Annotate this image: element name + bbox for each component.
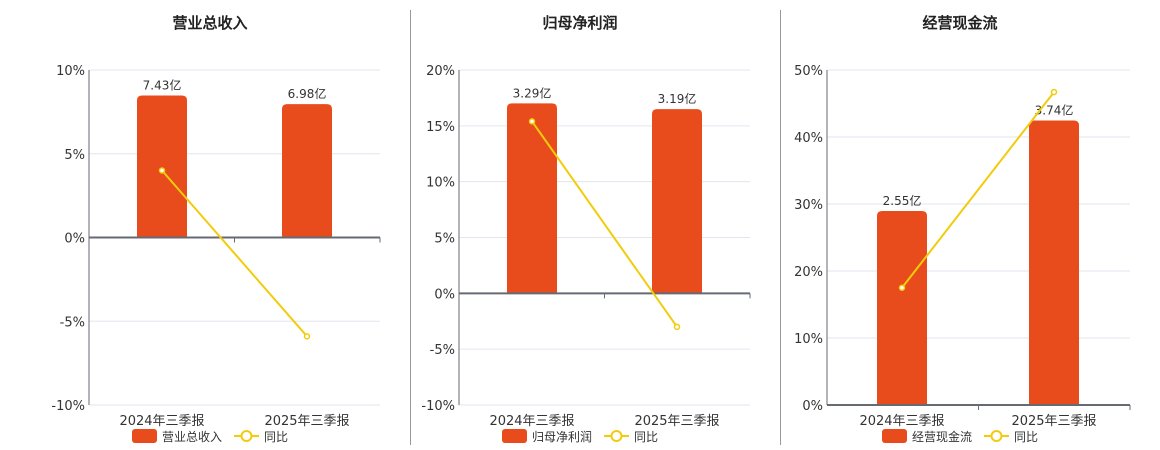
legend-label: 同比	[264, 430, 288, 444]
bar	[282, 104, 332, 238]
bar-data-label: 6.98亿	[288, 86, 327, 101]
line-series-yoy	[531, 120, 678, 328]
y-tick-label: 50%	[794, 64, 823, 79]
chart-title: 经营现金流	[922, 14, 997, 32]
line-point	[673, 323, 681, 331]
chart-2: 归母净利润 20% 15% 10% 5% 0% -5% -10% 3.29亿 3.19亿 2024年…	[421, 14, 751, 444]
divider	[780, 10, 781, 445]
bar-data-label: 2.55亿	[883, 193, 922, 208]
legend-label: 归母净利润	[532, 430, 592, 444]
chart-title: 营业总收入	[172, 14, 247, 32]
legend-bar-swatch	[132, 429, 157, 443]
legend: 营业总收入 同比	[132, 429, 288, 444]
chart-3: 经营现金流 50% 40% 30% 20% 10% 0% 2.55亿 3.74亿 2024年三季报…	[794, 14, 1131, 444]
line-point	[898, 284, 906, 291]
legend: 经营现金流 同比	[882, 429, 1038, 444]
legend-label: 经营现金流	[912, 429, 972, 444]
x-tick-label: 2025年三季报	[634, 414, 719, 429]
legend-line-marker	[240, 430, 253, 442]
x-tick-label: 2024年三季报	[119, 414, 204, 429]
bar	[652, 109, 702, 294]
y-tick-label: 10%	[426, 176, 455, 191]
y-tick-label: 20%	[426, 64, 455, 79]
y-tick-label: -5%	[60, 315, 85, 330]
y-tick-label: -5%	[430, 343, 455, 358]
bar-data-label: 3.74亿	[1035, 102, 1074, 117]
legend-label: 营业总收入	[162, 430, 222, 444]
line-point	[1050, 88, 1058, 96]
bar-data-label: 3.29亿	[513, 85, 552, 100]
line-point	[158, 167, 166, 174]
line-series-yoy	[901, 91, 1055, 289]
legend-bar-swatch	[502, 429, 527, 443]
legend: 归母净利润 同比	[502, 429, 658, 444]
legend-label: 同比	[1014, 430, 1038, 444]
line-point	[528, 118, 536, 125]
x-tick-label: 2024年三季报	[489, 414, 574, 429]
bar	[507, 103, 557, 294]
bar-data-label: 7.43亿	[143, 78, 182, 93]
legend-line-marker	[610, 430, 623, 442]
line-series-yoy	[161, 169, 308, 337]
y-tick-label: 0%	[802, 399, 823, 414]
bar-data-label: 3.19亿	[658, 91, 697, 106]
y-tick-label: 10%	[56, 64, 85, 79]
legend-line-marker	[990, 430, 1003, 442]
chart-1: 营业总收入 10% 5% 0% -5% -10% 7.43亿 6.98亿 2024年三季报 202…	[51, 14, 381, 444]
chart-title: 归母净利润	[542, 14, 617, 32]
y-tick-label: 40%	[794, 131, 823, 146]
y-tick-label: 15%	[426, 120, 455, 135]
x-tick-label: 2025年三季报	[264, 414, 349, 429]
y-tick-label: 20%	[794, 265, 823, 280]
x-tick-label: 2025年三季报	[1011, 414, 1096, 429]
y-tick-label: 5%	[434, 232, 455, 247]
bar	[137, 95, 187, 238]
x-tick-label: 2024年三季报	[859, 414, 944, 429]
divider	[410, 10, 411, 445]
y-tick-label: -10%	[51, 399, 85, 414]
y-tick-label: 0%	[64, 232, 85, 247]
legend-bar-swatch	[882, 429, 907, 443]
bar	[877, 211, 927, 405]
y-tick-label: 5%	[64, 148, 85, 163]
y-tick-label: 10%	[794, 332, 823, 347]
y-tick-label: 30%	[794, 198, 823, 213]
y-tick-label: 0%	[434, 287, 455, 302]
y-tick-label: -10%	[421, 399, 455, 414]
line-point	[303, 333, 311, 340]
legend-label: 同比	[634, 430, 658, 444]
bar	[1029, 120, 1079, 405]
